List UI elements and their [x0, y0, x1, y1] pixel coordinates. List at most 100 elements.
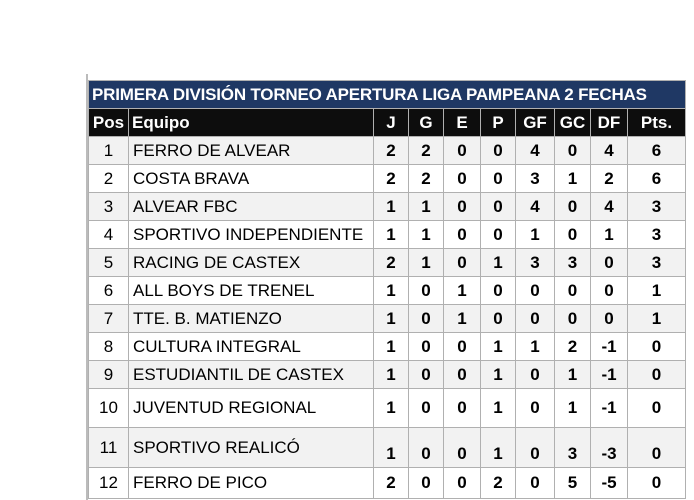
stat-cell[interactable]: 0 [480, 192, 516, 221]
stat-cell[interactable]: 3 [515, 164, 555, 193]
stat-cell[interactable]: 2 [373, 164, 409, 193]
team-cell[interactable]: TTE. B. MATIENZO [128, 304, 374, 333]
stat-cell[interactable]: 0 [480, 276, 516, 305]
stat-cell[interactable]: 3 [515, 248, 555, 277]
column-header[interactable]: Pts. [627, 108, 686, 137]
stat-cell[interactable]: 3 [554, 248, 591, 277]
stat-cell[interactable]: 0 [515, 276, 555, 305]
stat-cell[interactable]: 1 [373, 220, 409, 249]
stat-cell[interactable]: 0 [408, 427, 444, 468]
stat-cell[interactable]: 0 [515, 467, 555, 499]
stat-cell[interactable]: 0 [590, 276, 628, 305]
stat-cell[interactable]: 3 [627, 248, 686, 277]
team-cell[interactable]: JUVENTUD REGIONAL [128, 388, 374, 428]
team-cell[interactable]: COSTA BRAVA [128, 164, 374, 193]
team-cell[interactable]: RACING DE CASTEX [128, 248, 374, 277]
stat-cell[interactable]: 0 [408, 360, 444, 389]
stat-cell[interactable]: 3 [554, 427, 591, 468]
stat-cell[interactable]: 0 [408, 304, 444, 333]
stat-cell[interactable]: 1 [627, 276, 686, 305]
stat-cell[interactable]: 0 [408, 276, 444, 305]
position-cell[interactable]: 9 [88, 360, 129, 389]
stat-cell[interactable]: 1 [373, 304, 409, 333]
stat-cell[interactable]: 0 [627, 360, 686, 389]
column-header[interactable]: Pos [88, 108, 129, 137]
stat-cell[interactable]: 1 [373, 388, 409, 428]
stat-cell[interactable]: 0 [590, 304, 628, 333]
stat-cell[interactable]: 1 [443, 304, 481, 333]
position-cell[interactable]: 7 [88, 304, 129, 333]
position-cell[interactable]: 11 [88, 427, 129, 468]
stat-cell[interactable]: 0 [515, 388, 555, 428]
column-header[interactable]: Equipo [128, 108, 374, 137]
team-cell[interactable]: ESTUDIANTIL DE CASTEX [128, 360, 374, 389]
stat-cell[interactable]: 2 [373, 467, 409, 499]
stat-cell[interactable]: 1 [480, 427, 516, 468]
column-header[interactable]: GF [515, 108, 555, 137]
stat-cell[interactable]: 2 [554, 332, 591, 361]
stat-cell[interactable]: -1 [590, 332, 628, 361]
stat-cell[interactable]: 1 [554, 388, 591, 428]
stat-cell[interactable]: 0 [554, 276, 591, 305]
column-header[interactable]: J [373, 108, 409, 137]
stat-cell[interactable]: 2 [373, 248, 409, 277]
team-cell[interactable]: FERRO DE ALVEAR [128, 136, 374, 165]
stat-cell[interactable]: 0 [515, 304, 555, 333]
position-cell[interactable]: 5 [88, 248, 129, 277]
stat-cell[interactable]: 1 [373, 192, 409, 221]
position-cell[interactable]: 2 [88, 164, 129, 193]
stat-cell[interactable]: 0 [443, 427, 481, 468]
stat-cell[interactable]: 0 [627, 332, 686, 361]
stat-cell[interactable]: 0 [443, 388, 481, 428]
position-cell[interactable]: 10 [88, 388, 129, 428]
stat-cell[interactable]: 6 [627, 164, 686, 193]
stat-cell[interactable]: 0 [443, 136, 481, 165]
stat-cell[interactable]: 1 [443, 276, 481, 305]
stat-cell[interactable]: 0 [480, 304, 516, 333]
stat-cell[interactable]: 0 [515, 427, 555, 468]
column-header[interactable]: DF [590, 108, 628, 137]
stat-cell[interactable]: -3 [590, 427, 628, 468]
stat-cell[interactable]: 2 [408, 164, 444, 193]
stat-cell[interactable]: 4 [590, 192, 628, 221]
column-header[interactable]: P [480, 108, 516, 137]
stat-cell[interactable]: 1 [373, 427, 409, 468]
position-cell[interactable]: 3 [88, 192, 129, 221]
stat-cell[interactable]: 1 [554, 360, 591, 389]
stat-cell[interactable]: 1 [515, 332, 555, 361]
stat-cell[interactable]: 0 [515, 360, 555, 389]
team-cell[interactable]: ALVEAR FBC [128, 192, 374, 221]
stat-cell[interactable]: -1 [590, 360, 628, 389]
stat-cell[interactable]: 1 [408, 248, 444, 277]
column-header[interactable]: GC [554, 108, 591, 137]
team-cell[interactable]: ALL BOYS DE TRENEL [128, 276, 374, 305]
stat-cell[interactable]: 0 [480, 136, 516, 165]
stat-cell[interactable]: 0 [443, 220, 481, 249]
stat-cell[interactable]: 1 [627, 304, 686, 333]
stat-cell[interactable]: 0 [590, 248, 628, 277]
stat-cell[interactable]: 1 [373, 360, 409, 389]
stat-cell[interactable]: 4 [590, 136, 628, 165]
stat-cell[interactable]: 2 [408, 136, 444, 165]
team-cell[interactable]: CULTURA INTEGRAL [128, 332, 374, 361]
stat-cell[interactable]: 0 [443, 164, 481, 193]
stat-cell[interactable]: 2 [373, 136, 409, 165]
stat-cell[interactable]: 1 [590, 220, 628, 249]
stat-cell[interactable]: 1 [480, 332, 516, 361]
stat-cell[interactable]: 1 [554, 164, 591, 193]
stat-cell[interactable]: 4 [515, 192, 555, 221]
position-cell[interactable]: 6 [88, 276, 129, 305]
stat-cell[interactable]: 0 [480, 164, 516, 193]
position-cell[interactable]: 12 [88, 467, 129, 499]
stat-cell[interactable]: 0 [443, 467, 481, 499]
stat-cell[interactable]: -5 [590, 467, 628, 499]
stat-cell[interactable]: 0 [443, 332, 481, 361]
stat-cell[interactable]: 3 [627, 220, 686, 249]
position-cell[interactable]: 8 [88, 332, 129, 361]
column-header[interactable]: E [443, 108, 481, 137]
stat-cell[interactable]: 0 [627, 467, 686, 499]
stat-cell[interactable]: 0 [480, 220, 516, 249]
team-cell[interactable]: FERRO DE PICO [128, 467, 374, 499]
position-cell[interactable]: 1 [88, 136, 129, 165]
stat-cell[interactable]: 1 [480, 360, 516, 389]
